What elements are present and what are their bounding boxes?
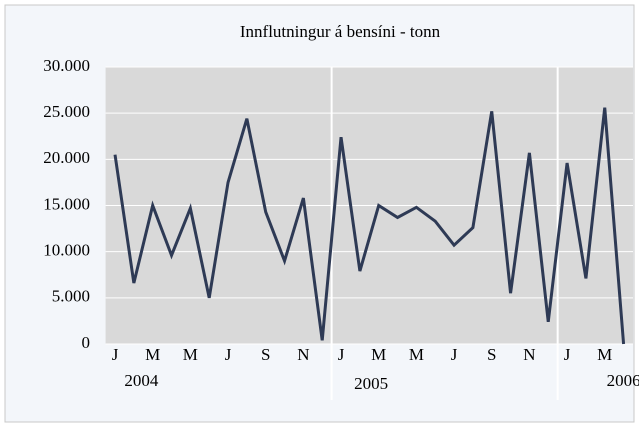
x-tick-label: J [338,345,345,364]
year-label: 2005 [354,374,388,393]
x-tick-label: N [297,345,309,364]
x-tick-label: S [487,345,496,364]
y-tick-label: 0 [82,333,91,352]
y-tick-label: 20.000 [43,148,90,167]
year-label: 2006 [607,371,639,390]
data-line [113,107,626,345]
y-tick-label: 25.000 [43,102,90,121]
x-tick-label: M [145,345,160,364]
x-tick-label: M [183,345,198,364]
y-tick-label: 15.000 [43,194,90,213]
y-tick-label: 5.000 [52,287,90,306]
x-tick-label: N [523,345,535,364]
y-tick-label: 10.000 [43,241,90,260]
x-tick-label: M [371,345,386,364]
x-tick-label: J [451,345,458,364]
x-tick-label: J [225,345,232,364]
year-label: 2004 [124,371,159,390]
y-tick-label: 30.000 [43,56,90,75]
x-tick-label: S [261,345,270,364]
x-tick-label: M [597,345,612,364]
chart-title: Innflutningur á bensíni - tonn [240,22,441,41]
x-tick-label: J [112,345,119,364]
x-tick-label: J [564,345,571,364]
x-tick-label: M [409,345,424,364]
